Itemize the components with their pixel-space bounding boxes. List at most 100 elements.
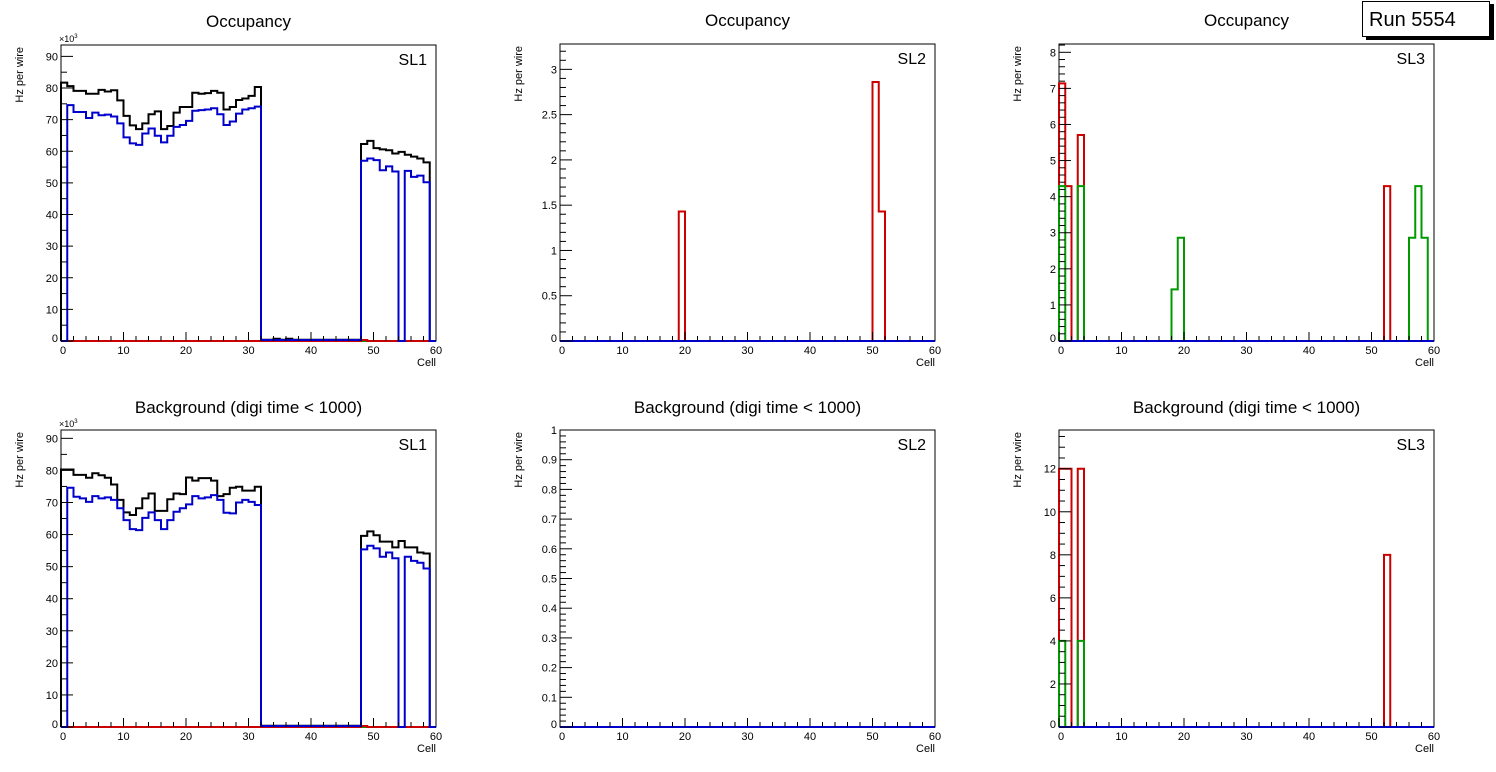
x-tick-label: 40: [804, 345, 816, 357]
x-tick-label: 0: [60, 345, 66, 357]
y-tick-label: 20: [46, 658, 58, 670]
histogram-series-black: [60, 81, 436, 342]
y-axis-label: Hz per wire: [513, 46, 525, 102]
x-tick-label: 20: [1178, 731, 1190, 743]
panel-title: Occupancy: [705, 11, 791, 30]
y-tick-label: 50: [46, 178, 58, 190]
plot-frame: [559, 429, 936, 728]
y-tick-label: 1.5: [542, 200, 557, 212]
superlayer-label: SL1: [399, 437, 428, 454]
panel-title: Occupancy: [1204, 11, 1290, 30]
y-tick-label: 0.5: [542, 291, 557, 303]
y-tick-label: 4: [1050, 192, 1056, 204]
y-axis-multiplier-exponent: 3: [74, 34, 78, 40]
x-tick-label: 30: [1240, 345, 1252, 357]
y-tick-label: 0.7: [542, 514, 557, 526]
y-tick-label: 0: [52, 719, 58, 731]
x-tick-label: 40: [1303, 345, 1315, 357]
run-label-box: Run 5554: [1362, 1, 1490, 37]
histogram-series-red: [61, 725, 436, 728]
panel-title: Background (digi time < 1000): [634, 398, 861, 417]
x-tick-label: 50: [367, 345, 379, 357]
y-tick-label: 1: [1050, 300, 1056, 312]
y-tick-label: 70: [46, 115, 58, 127]
y-axis-multiplier: ×103: [59, 419, 78, 429]
x-tick-label: 10: [1115, 345, 1127, 357]
plot-frame: [1058, 43, 1435, 342]
y-tick-label: 90: [46, 433, 58, 445]
x-tick-label: 50: [866, 731, 878, 743]
panel-title: Occupancy: [206, 12, 292, 31]
y-tick-label: 0: [52, 333, 58, 345]
x-tick-label: 60: [929, 731, 941, 743]
x-tick-label: 50: [1365, 345, 1377, 357]
y-axis-label: Hz per wire: [1012, 432, 1024, 488]
x-tick-label: 30: [741, 731, 753, 743]
x-tick-label: 60: [430, 345, 442, 357]
y-tick-label: 0: [1050, 719, 1056, 731]
y-tick-label: 1: [551, 245, 557, 257]
histogram-series-blue: [61, 104, 436, 342]
y-tick-label: 0: [551, 719, 557, 731]
x-tick-label: 30: [1240, 731, 1252, 743]
histogram-series-green: [1058, 639, 1434, 728]
histogram-series-blue: [61, 486, 436, 728]
x-tick-label: 60: [1428, 731, 1440, 743]
x-tick-label: 20: [1178, 345, 1190, 357]
x-axis-label: Cell: [417, 357, 436, 369]
y-tick-label: 8: [1050, 47, 1056, 59]
x-tick-label: 20: [679, 345, 691, 357]
y-tick-label: 0.1: [542, 692, 557, 704]
x-axis-label: Cell: [1415, 743, 1434, 755]
y-tick-label: 6: [1050, 593, 1056, 605]
y-tick-label: 4: [1050, 636, 1056, 648]
superlayer-label: SL3: [1397, 51, 1426, 68]
x-tick-label: 40: [1303, 731, 1315, 743]
y-tick-label: 0.6: [542, 544, 557, 556]
y-tick-label: 0.5: [542, 574, 557, 586]
x-tick-label: 0: [1058, 345, 1064, 357]
x-tick-label: 50: [866, 345, 878, 357]
x-tick-label: 30: [242, 731, 254, 743]
superlayer-label: SL3: [1397, 437, 1426, 454]
y-axis-label: Hz per wire: [513, 432, 525, 488]
y-tick-label: 20: [46, 273, 58, 285]
y-tick-label: 0.4: [542, 603, 557, 615]
histogram-series-red: [560, 81, 935, 342]
x-tick-label: 20: [180, 345, 192, 357]
histogram-series-red: [1058, 82, 1434, 342]
x-tick-label: 0: [559, 345, 565, 357]
x-tick-label: 50: [1365, 731, 1377, 743]
x-tick-label: 10: [616, 345, 628, 357]
panel-bkg-sl2: Background (digi time < 1000)0 10 20 30 40 50…: [513, 398, 941, 755]
y-tick-label: 60: [46, 146, 58, 158]
y-tick-label: 1: [551, 425, 557, 437]
y-axis-label: Hz per wire: [1012, 46, 1024, 102]
panel-title: Background (digi time < 1000): [135, 398, 362, 417]
superlayer-label: SL2: [898, 51, 927, 68]
panel-bkg-sl1: Background (digi time < 1000)0 10 20 30 40 50…: [14, 398, 442, 755]
x-tick-label: 20: [679, 731, 691, 743]
x-axis-label: Cell: [1415, 357, 1434, 369]
plot-frame: [60, 429, 437, 728]
y-tick-label: 0: [551, 333, 557, 345]
x-tick-label: 20: [180, 731, 192, 743]
panel-title: Background (digi time < 1000): [1133, 398, 1360, 417]
y-tick-label: 0.3: [542, 633, 557, 645]
y-tick-label: 10: [1044, 507, 1056, 519]
y-axis-multiplier-exponent: 3: [74, 419, 78, 425]
x-tick-label: 10: [616, 731, 628, 743]
y-tick-label: 90: [46, 51, 58, 63]
histogram-series-green: [1058, 185, 1434, 342]
y-tick-label: 2: [1050, 679, 1056, 691]
y-tick-label: 10: [46, 690, 58, 702]
superlayer-label: SL2: [898, 437, 927, 454]
x-tick-label: 10: [1115, 731, 1127, 743]
x-tick-label: 10: [117, 731, 129, 743]
y-tick-label: 8: [1050, 550, 1056, 562]
y-tick-label: 80: [46, 465, 58, 477]
y-tick-label: 80: [46, 83, 58, 95]
plot-frame: [1058, 429, 1435, 728]
